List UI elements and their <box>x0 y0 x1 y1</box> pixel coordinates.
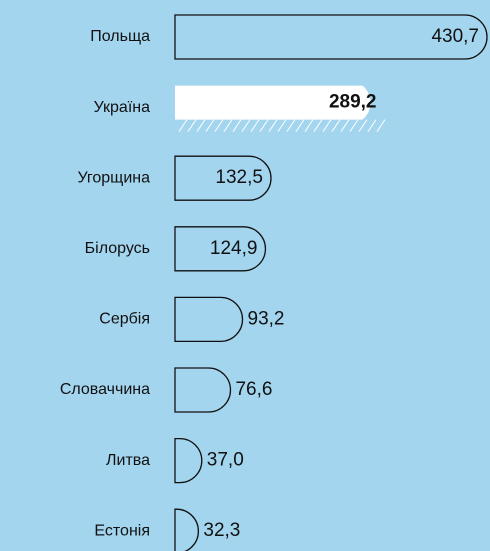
bar <box>174 367 232 413</box>
hatch-line <box>214 119 224 132</box>
hatch-line <box>196 119 206 132</box>
category-label: Литва <box>106 452 150 469</box>
hatch-line <box>277 119 287 132</box>
value-label: 93,2 <box>248 308 285 329</box>
hatch-line <box>223 119 233 132</box>
hatch-line <box>313 119 323 132</box>
hatch-line <box>178 119 188 132</box>
hatch-line <box>367 119 377 132</box>
hatch-line <box>205 119 215 132</box>
category-label: Україна <box>94 99 151 116</box>
bar <box>175 85 371 120</box>
value-label: 37,0 <box>207 450 244 471</box>
hatch-line <box>268 119 278 132</box>
hatch-line <box>232 119 242 132</box>
category-label: Сербія <box>99 311 150 328</box>
hatch <box>178 119 386 132</box>
value-label: 289,2 <box>329 92 377 113</box>
hatch-line <box>187 119 197 132</box>
value-label: 430,7 <box>431 26 479 47</box>
hatch-line <box>331 119 341 132</box>
category-label: Естонія <box>94 522 150 539</box>
hatch-line <box>259 119 269 132</box>
bar <box>174 14 488 60</box>
hatch-line <box>250 119 260 132</box>
hatch-line <box>340 119 350 132</box>
hatch-line <box>304 119 314 132</box>
bar <box>174 155 272 201</box>
category-label: Білорусь <box>85 240 150 257</box>
hatch-line <box>295 119 305 132</box>
hatch-line <box>241 119 251 132</box>
hatch-line <box>349 119 359 132</box>
bar <box>174 508 200 551</box>
hatch-line <box>286 119 296 132</box>
value-label: 76,6 <box>235 379 272 400</box>
category-label: Угорщина <box>77 169 150 186</box>
hatch-line <box>358 119 368 132</box>
value-label: 32,3 <box>203 520 240 541</box>
hatch-line <box>322 119 332 132</box>
category-label: Польща <box>90 28 150 45</box>
bar <box>174 437 203 484</box>
hatch-line <box>376 119 386 132</box>
bar <box>174 296 244 343</box>
value-label: 132,5 <box>215 167 263 188</box>
value-label: 124,9 <box>210 238 258 259</box>
bar <box>174 226 267 272</box>
category-label: Словаччина <box>60 381 150 398</box>
